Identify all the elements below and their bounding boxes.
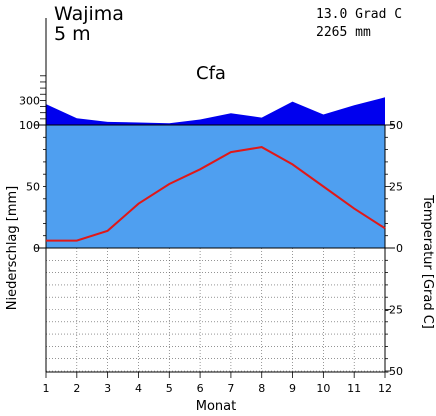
right-tick-label: 0 [396, 242, 403, 255]
x-tick-label: 8 [258, 382, 265, 395]
right-tick-label: -25 [385, 304, 403, 317]
climate-class: Cfa [196, 63, 226, 84]
x-tick-label: 11 [347, 382, 361, 395]
excess-precipitation-area [46, 97, 385, 125]
left-tick-label: 0 [33, 242, 40, 255]
left-tick-label: 50 [26, 181, 40, 194]
annual-precipitation: 2265 mm [316, 25, 371, 40]
mean-temperature: 13.0 Grad C [316, 7, 402, 22]
y-axis-label-right: Temperatur [Grad C] [420, 194, 435, 329]
station-elevation: 5 m [54, 23, 91, 45]
x-tick-label: 10 [316, 382, 330, 395]
x-tick-label: 3 [104, 382, 111, 395]
x-axis-label: Monat [196, 399, 236, 414]
x-tick-label: 5 [166, 382, 173, 395]
x-tick-label: 1 [43, 382, 50, 395]
right-tick-label: 25 [389, 181, 403, 194]
left-tick-label: 100 [19, 119, 40, 132]
x-tick-label: 12 [378, 382, 392, 395]
right-tick-label: 50 [389, 119, 403, 132]
x-tick-label: 6 [197, 382, 204, 395]
x-tick-label: 9 [289, 382, 296, 395]
humid-area [46, 125, 385, 248]
y-axis-label-left: Niederschlag [mm] [5, 186, 20, 311]
precipitation-areas [46, 97, 385, 248]
x-tick-label: 7 [227, 382, 234, 395]
x-tick-label: 4 [135, 382, 142, 395]
x-tick-label: 2 [73, 382, 80, 395]
axes [34, 18, 395, 373]
station-name: Wajima [54, 3, 124, 25]
left-tick-label: 300 [19, 94, 40, 107]
temperature-line [46, 146, 386, 242]
series-lines [46, 146, 386, 242]
right-tick-label: -50 [385, 365, 403, 378]
